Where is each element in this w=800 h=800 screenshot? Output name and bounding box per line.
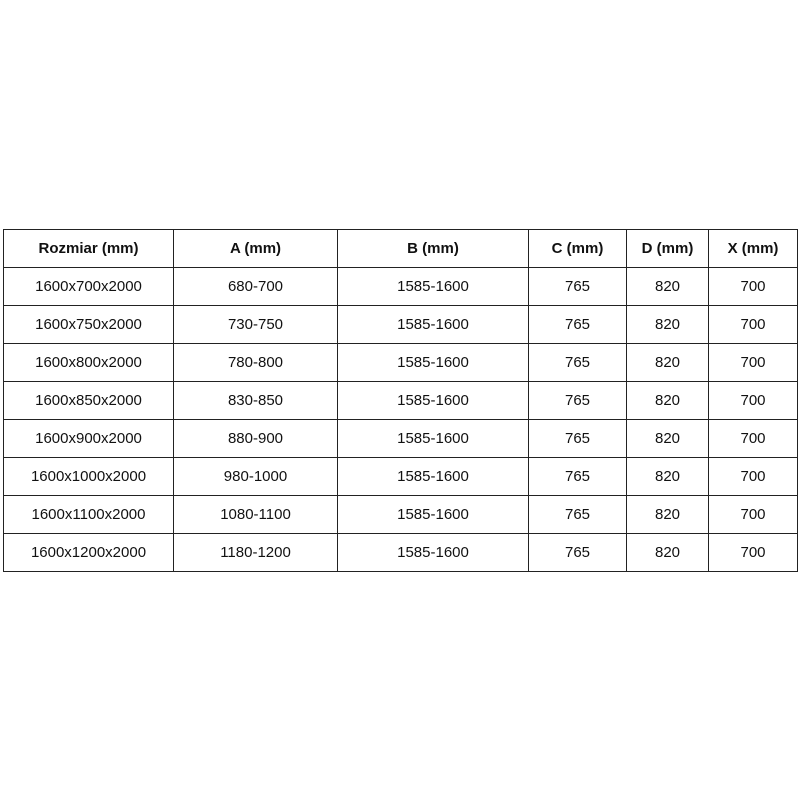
dimensions-table: Rozmiar (mm) A (mm) B (mm) C (mm) D (mm) X (m…	[3, 229, 798, 572]
table-cell: 820	[626, 495, 709, 534]
table-cell: 1600x1000x2000	[3, 457, 174, 496]
table-cell: 1600x900x2000	[3, 419, 174, 458]
table-cell: 880-900	[173, 419, 338, 458]
table-row: 1600x1200x2000 1180-1200 1585-1600 765 820 70…	[3, 533, 798, 572]
table-cell: 1585-1600	[337, 495, 529, 534]
table-row: 1600x750x2000 730-750 1585-1600 765 820 700	[3, 305, 798, 344]
table-cell: 980-1000	[173, 457, 338, 496]
table-cell: 1585-1600	[337, 343, 529, 382]
table-cell: 765	[528, 533, 627, 572]
table-cell: 765	[528, 419, 627, 458]
table-cell: 1080-1100	[173, 495, 338, 534]
column-header: D (mm)	[626, 229, 709, 268]
table-cell: 700	[708, 305, 798, 344]
table-cell: 700	[708, 495, 798, 534]
table-cell: 1585-1600	[337, 381, 529, 420]
table-row: 1600x800x2000 780-800 1585-1600 765 820 700	[3, 343, 798, 382]
table-cell: 820	[626, 267, 709, 306]
table-row: 1600x1000x2000 980-1000 1585-1600 765 820 700	[3, 457, 798, 496]
table-cell: 1585-1600	[337, 533, 529, 572]
table-cell: 765	[528, 305, 627, 344]
table-cell: 1180-1200	[173, 533, 338, 572]
table-cell: 1600x800x2000	[3, 343, 174, 382]
column-header: A (mm)	[173, 229, 338, 268]
table-row: 1600x700x2000 680-700 1585-1600 765 820 700	[3, 267, 798, 306]
table-row: 1600x850x2000 830-850 1585-1600 765 820 700	[3, 381, 798, 420]
column-header: X (mm)	[708, 229, 798, 268]
table-cell: 1585-1600	[337, 419, 529, 458]
table-cell: 1600x850x2000	[3, 381, 174, 420]
table-cell: 820	[626, 381, 709, 420]
header-row: Rozmiar (mm) A (mm) B (mm) C (mm) D (mm) X (m…	[3, 229, 798, 268]
table-cell: 765	[528, 267, 627, 306]
table-cell: 700	[708, 267, 798, 306]
table-cell: 700	[708, 419, 798, 458]
table-cell: 820	[626, 457, 709, 496]
table-cell: 1585-1600	[337, 305, 529, 344]
table-cell: 680-700	[173, 267, 338, 306]
table-cell: 1585-1600	[337, 267, 529, 306]
table-cell: 1600x750x2000	[3, 305, 174, 344]
table-cell: 765	[528, 495, 627, 534]
column-header: B (mm)	[337, 229, 529, 268]
table-cell: 765	[528, 457, 627, 496]
table-cell: 700	[708, 533, 798, 572]
table-cell: 820	[626, 343, 709, 382]
table-cell: 730-750	[173, 305, 338, 344]
table-cell: 765	[528, 381, 627, 420]
table-cell: 820	[626, 305, 709, 344]
table-cell: 1600x1200x2000	[3, 533, 174, 572]
table-cell: 1585-1600	[337, 457, 529, 496]
table-cell: 1600x1100x2000	[3, 495, 174, 534]
table-row: 1600x1100x2000 1080-1100 1585-1600 765 820 70…	[3, 495, 798, 534]
column-header: Rozmiar (mm)	[3, 229, 174, 268]
table-row: 1600x900x2000 880-900 1585-1600 765 820 700	[3, 419, 798, 458]
table-cell: 820	[626, 533, 709, 572]
table-cell: 765	[528, 343, 627, 382]
table-cell: 820	[626, 419, 709, 458]
table-cell: 700	[708, 381, 798, 420]
table-cell: 700	[708, 457, 798, 496]
table-cell: 780-800	[173, 343, 338, 382]
table-cell: 700	[708, 343, 798, 382]
table-cell: 1600x700x2000	[3, 267, 174, 306]
column-header: C (mm)	[528, 229, 627, 268]
table-cell: 830-850	[173, 381, 338, 420]
